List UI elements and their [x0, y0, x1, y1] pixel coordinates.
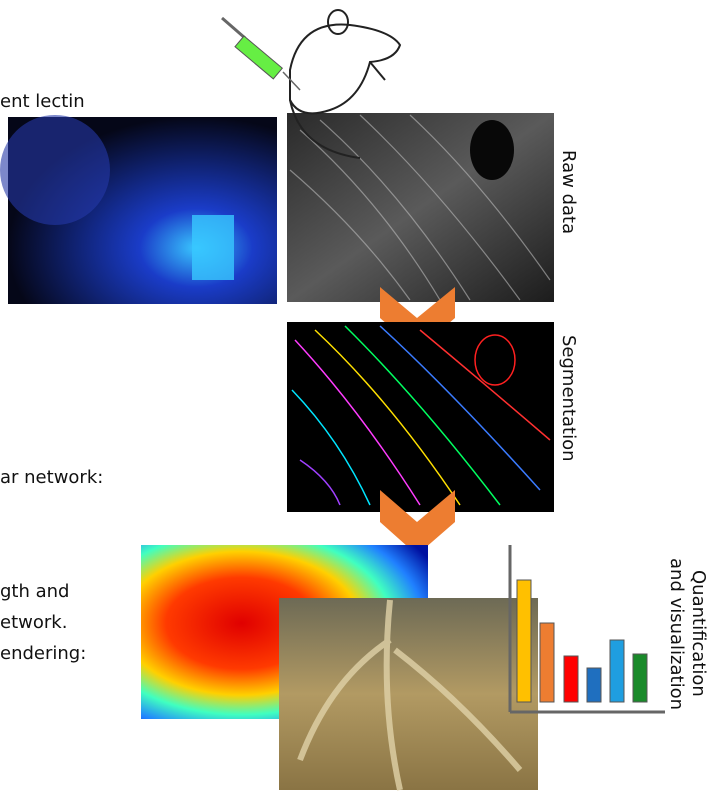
step-label: Segmentation — [558, 335, 579, 462]
icon-bar — [540, 623, 554, 702]
left-text: endering: — [0, 643, 86, 664]
icon-bar — [517, 580, 531, 702]
step-label: and visualization — [666, 558, 687, 710]
photo-detail — [0, 115, 110, 225]
icon-bar — [587, 668, 601, 702]
left-text: ent lectin — [0, 91, 85, 112]
left-text: gth and — [0, 581, 69, 602]
syringe — [222, 18, 300, 90]
left-text: etwork. — [0, 612, 67, 633]
icon-bar — [564, 656, 578, 702]
left-text: ar network: — [0, 467, 103, 488]
icon-bar — [610, 640, 624, 702]
raw-data-image — [287, 113, 554, 302]
figure: ent lectin ar network: gth and etwork. e… — [0, 0, 719, 793]
step-label: Quantification — [688, 570, 709, 697]
rendering-image — [279, 598, 538, 790]
icon-bar — [633, 654, 647, 702]
image-detail — [470, 120, 514, 180]
step-label: Raw data — [558, 150, 579, 234]
photo-detail — [192, 215, 234, 280]
